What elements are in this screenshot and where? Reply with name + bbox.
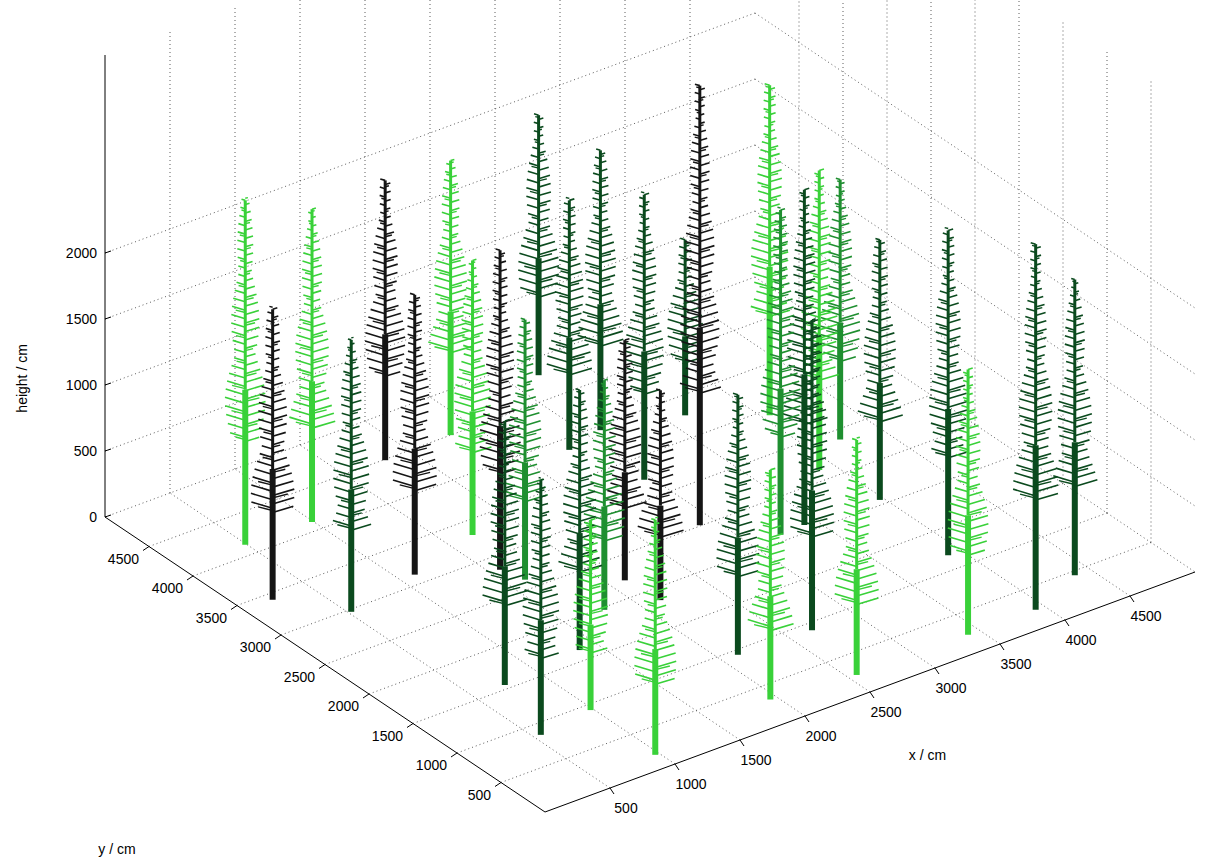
svg-text:2000: 2000 [805, 728, 836, 744]
svg-text:height / cm: height / cm [14, 344, 30, 412]
svg-text:3000: 3000 [935, 680, 966, 696]
svg-text:2000: 2000 [66, 245, 97, 261]
svg-text:x / cm: x / cm [909, 747, 946, 763]
svg-text:0: 0 [89, 509, 97, 525]
svg-text:500: 500 [614, 800, 638, 816]
svg-text:500: 500 [74, 443, 98, 459]
svg-text:3500: 3500 [196, 610, 227, 626]
svg-text:3000: 3000 [240, 639, 271, 655]
svg-text:4000: 4000 [1065, 632, 1096, 648]
svg-text:3500: 3500 [1000, 656, 1031, 672]
svg-text:500: 500 [468, 787, 492, 803]
svg-text:2500: 2500 [870, 704, 901, 720]
svg-text:1500: 1500 [372, 728, 403, 744]
svg-text:1000: 1000 [675, 776, 706, 792]
svg-text:1000: 1000 [66, 377, 97, 393]
svg-text:1000: 1000 [416, 757, 447, 773]
svg-text:y / cm: y / cm [98, 841, 135, 857]
svg-text:4500: 4500 [1130, 608, 1161, 624]
svg-text:2000: 2000 [328, 698, 359, 714]
svg-text:1500: 1500 [66, 311, 97, 327]
svg-text:2500: 2500 [284, 669, 315, 685]
svg-text:4000: 4000 [152, 580, 183, 596]
svg-text:1500: 1500 [740, 752, 771, 768]
svg-text:4500: 4500 [108, 551, 139, 567]
